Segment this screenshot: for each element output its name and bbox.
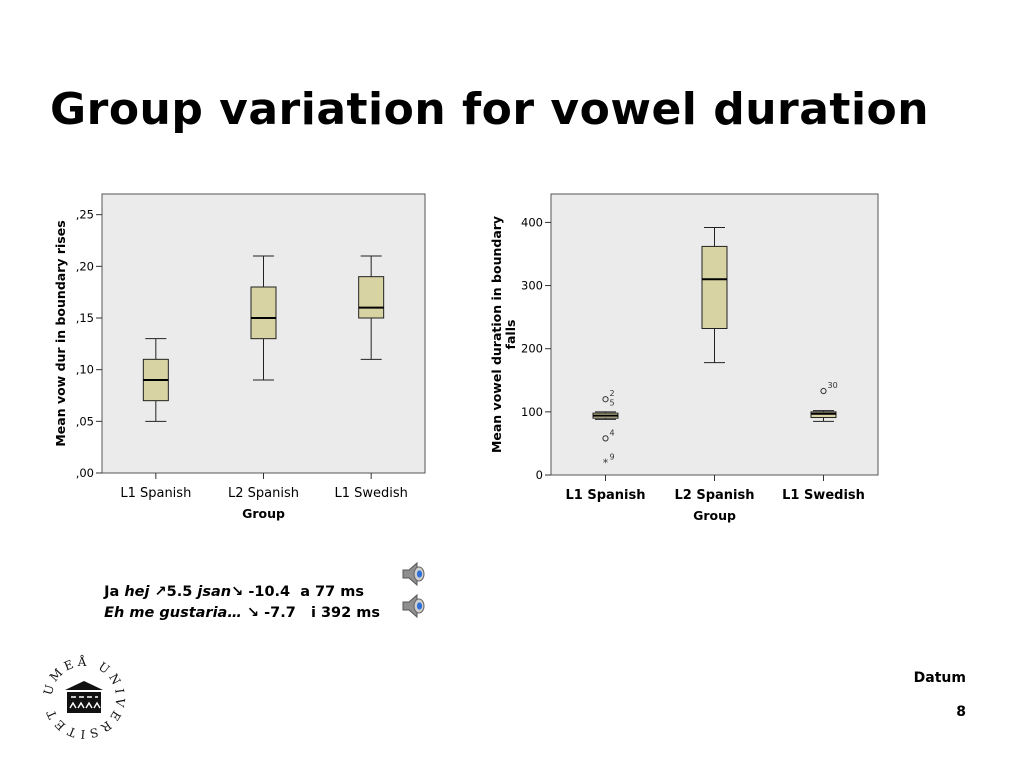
- audio-example-1-prefix: Ja: [104, 584, 125, 600]
- chart1-outlier: [820, 387, 827, 395]
- audio-example-1: Ja hej ↗5.5 jsan↘ -10.4 a 77 ms: [94, 568, 364, 600]
- chart0-y-tick-label: ,00: [76, 466, 94, 480]
- university-logo: UMEÅ UNIVERSITET: [41, 654, 124, 741]
- audio-example-1-word2: jsan: [197, 584, 232, 600]
- chart0-x-axis-title: Group: [242, 506, 285, 521]
- chart0-x-tick-label: L1 Swedish: [334, 486, 407, 501]
- chart1-outlier-label: 9: [610, 452, 615, 461]
- chart-vowel-duration-falls: 0 100 200 300 400 L1 Spanish L2 Spanish L1 Swed…: [489, 193, 879, 523]
- chart1-extreme: *: [603, 456, 609, 469]
- chart1-x-axis-title: Group: [693, 508, 736, 523]
- chart0-y-tick-label: ,05: [76, 414, 94, 428]
- audio-example-2: Eh me gustaria… ↘ -7.7 i 392 ms: [94, 589, 380, 621]
- chart0-y-tick-label: ,10: [76, 363, 94, 377]
- chart1-x-tick-label: L2 Spanish: [675, 488, 755, 503]
- chart1-y-axis-title: Mean vowel duration in boundary: [489, 216, 504, 453]
- chart0-y-tick-label: ,15: [76, 311, 94, 325]
- audio-example-1-value2: ↘ -10.4 a 77 ms: [231, 584, 365, 600]
- chart0-box-2: [358, 276, 385, 319]
- chart1-y-tick-label: 0: [536, 468, 543, 482]
- chart1-box-1: [701, 245, 728, 330]
- chart1-x-tick-label: L1 Spanish: [566, 488, 646, 503]
- audio-example-2-value: ↘ -7.7 i 392 ms: [241, 605, 381, 621]
- chart0-box-1: [250, 286, 277, 340]
- chart1-outlier-label: 2: [610, 389, 615, 398]
- slide-title: Group variation for vowel duration: [50, 84, 930, 135]
- chart0-x-tick-label: L1 Spanish: [120, 486, 191, 501]
- speaker-icon[interactable]: [400, 592, 428, 620]
- chart1-outlier-label: 5: [610, 399, 615, 408]
- chart1-y-tick-label: 400: [521, 215, 543, 229]
- chart1-y-tick-label: 300: [521, 279, 543, 293]
- chart0-x-tick-label: L2 Spanish: [228, 486, 299, 501]
- chart0-y-tick-label: ,20: [76, 259, 94, 273]
- page-number: 8: [956, 704, 966, 720]
- chart1-outlier: [602, 435, 609, 442]
- chart0-y-axis-title: Mean vow dur in boundary rises: [53, 220, 68, 446]
- chart1-outlier: [602, 396, 609, 403]
- chart1-y-tick-label: 100: [521, 405, 543, 419]
- audio-example-1-word: hej: [124, 584, 150, 600]
- audio-example-2-phrase: Eh me gustaria…: [104, 605, 242, 621]
- chart1-y-axis-title: falls: [503, 320, 518, 350]
- speaker-icon[interactable]: [400, 560, 428, 588]
- chart1-outlier-label: 4: [610, 428, 615, 437]
- chart1-outlier-label: 30: [828, 381, 838, 390]
- footer-date-label: Datum: [913, 670, 966, 686]
- chart-vowel-duration-rises: ,00 ,05 ,10 ,15 ,20 ,25 L1 Spanish L2 Spanish L1…: [53, 193, 426, 521]
- chart1-x-tick-label: L1 Swedish: [782, 488, 865, 503]
- chart1-y-tick-label: 200: [521, 342, 543, 356]
- chart0-y-tick-label: ,25: [76, 208, 94, 222]
- audio-example-1-value: ↗5.5: [149, 584, 198, 600]
